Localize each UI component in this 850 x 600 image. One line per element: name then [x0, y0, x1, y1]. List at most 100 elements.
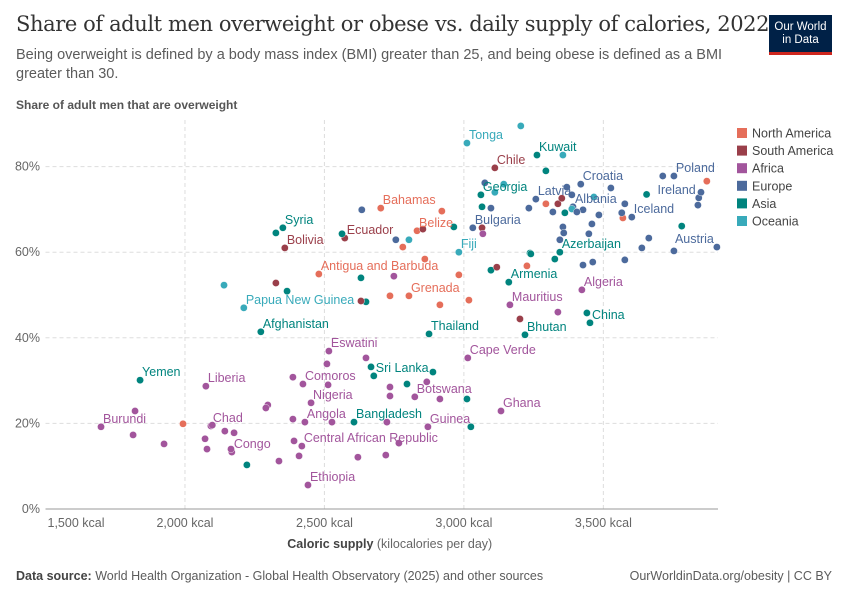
point-label: Georgia: [483, 180, 528, 194]
data-point: [281, 244, 289, 252]
legend-swatch-south-america: [737, 145, 747, 156]
data-point: [203, 445, 211, 453]
data-point: [421, 255, 429, 263]
logo-line-1: Our World: [774, 20, 827, 33]
data-point: [554, 200, 562, 208]
data-point: [590, 193, 598, 201]
data-point: [586, 319, 594, 327]
data-point: [559, 151, 567, 159]
data-point: [506, 301, 514, 309]
point-label: Yemen: [142, 365, 181, 379]
data-point: [533, 151, 541, 159]
point-label: Kuwait: [539, 140, 577, 154]
data-point: [390, 272, 398, 280]
data-point: [350, 418, 358, 426]
y-tick-label: 80%: [15, 160, 40, 174]
data-point: [556, 235, 564, 244]
data-point: [525, 204, 533, 212]
data-point: [230, 429, 238, 437]
data-point: [395, 439, 403, 447]
point-label: Congo: [234, 437, 271, 451]
data-point: [422, 378, 431, 386]
data-point: [694, 201, 702, 209]
data-point: [523, 262, 531, 270]
data-point: [487, 204, 495, 212]
x-axis-label-unit: (kilocalories per day): [373, 537, 492, 551]
data-point: [670, 247, 678, 255]
data-point: [315, 270, 323, 278]
point-label: Chad: [213, 411, 243, 425]
data-point: [563, 183, 571, 191]
data-point: [283, 287, 291, 295]
data-point: [505, 278, 513, 286]
legend-swatch-north-america: [737, 128, 747, 138]
data-point: [658, 172, 667, 180]
data-point: [481, 179, 489, 187]
data-point: [383, 418, 391, 426]
x-tick-label: 1,500 kcal: [48, 516, 105, 530]
data-point: [559, 229, 568, 237]
point-label: Nigeria: [313, 388, 353, 402]
legend-swatch-oceania: [737, 216, 747, 226]
data-point: [436, 395, 444, 403]
point-label: Thailand: [431, 319, 479, 333]
data-point: [272, 229, 280, 237]
owid-logo[interactable]: Our World in Data: [769, 15, 832, 55]
data-point: [97, 423, 105, 431]
data-point: [478, 203, 486, 211]
data-point: [304, 481, 312, 489]
data-point: [429, 368, 437, 376]
legend-swatch-europe: [737, 180, 747, 191]
data-point: [221, 427, 229, 435]
data-point: [516, 315, 524, 323]
data-point: [493, 263, 501, 271]
data-point: [386, 292, 394, 300]
x-tick-label: 2,000 kcal: [156, 516, 213, 530]
point-label: Antigua and Barbuda: [321, 259, 439, 273]
data-point: [357, 274, 365, 282]
y-tick-label: 0%: [22, 502, 40, 516]
point-label: Bolivia: [287, 233, 324, 247]
data-point: [227, 445, 235, 453]
data-point: [516, 122, 525, 130]
point-label: Afghanistan: [263, 317, 329, 331]
data-point: [638, 244, 646, 252]
data-point: [399, 243, 407, 251]
point-label: Bangladesh: [356, 407, 422, 421]
legend-label: Oceania: [752, 215, 799, 229]
data-point: [325, 347, 333, 355]
source-url-link[interactable]: OurWorldinData.org/obesity | CC BY: [629, 569, 832, 583]
data-point: [376, 204, 385, 212]
data-point: [436, 301, 444, 309]
point-label: Ireland: [658, 183, 696, 197]
point-label: Bulgaria: [475, 213, 521, 227]
point-label: Albania: [575, 192, 617, 206]
point-label: Eswatini: [331, 336, 378, 350]
data-source: Data source: World Health Organization -…: [16, 569, 543, 583]
point-label: Algeria: [584, 275, 623, 289]
data-point: [621, 256, 629, 264]
point-label: Bahamas: [383, 193, 436, 207]
data-point: [240, 304, 248, 312]
data-point: [542, 167, 550, 175]
data-point: [328, 418, 336, 426]
y-tick-label: 60%: [15, 245, 40, 259]
data-point: [392, 235, 400, 244]
data-point: [455, 248, 463, 256]
data-point: [201, 435, 209, 443]
point-label: Ethiopia: [310, 470, 355, 484]
y-axis-label: Share of adult men that are overweight: [16, 98, 238, 112]
data-point: [275, 457, 283, 465]
data-point: [532, 195, 540, 203]
data-point: [131, 407, 139, 415]
data-point: [557, 194, 566, 203]
data-point: [455, 271, 463, 279]
data-point: [262, 404, 270, 412]
data-point: [527, 250, 535, 258]
data-point: [243, 461, 251, 469]
data-point: [403, 380, 411, 388]
legend-label: Africa: [752, 162, 784, 176]
chart-subtitle: Being overweight is defined by a body ma…: [16, 47, 723, 82]
data-point: [621, 200, 629, 208]
